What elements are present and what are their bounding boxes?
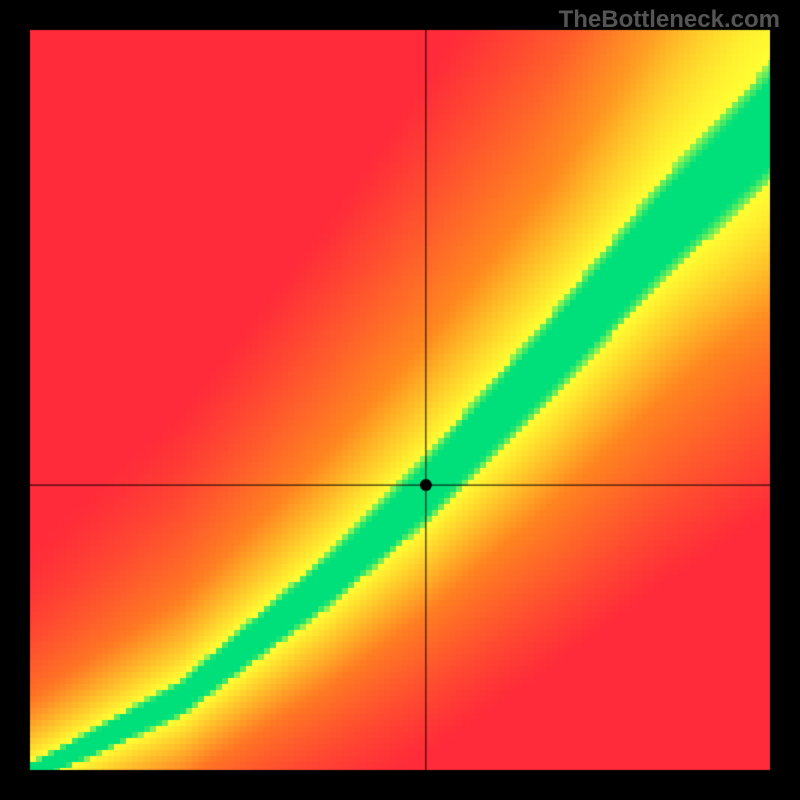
- chart-container: TheBottleneck.com: [0, 0, 800, 800]
- watermark-text: TheBottleneck.com: [559, 6, 780, 34]
- bottleneck-heatmap-canvas: [0, 0, 800, 800]
